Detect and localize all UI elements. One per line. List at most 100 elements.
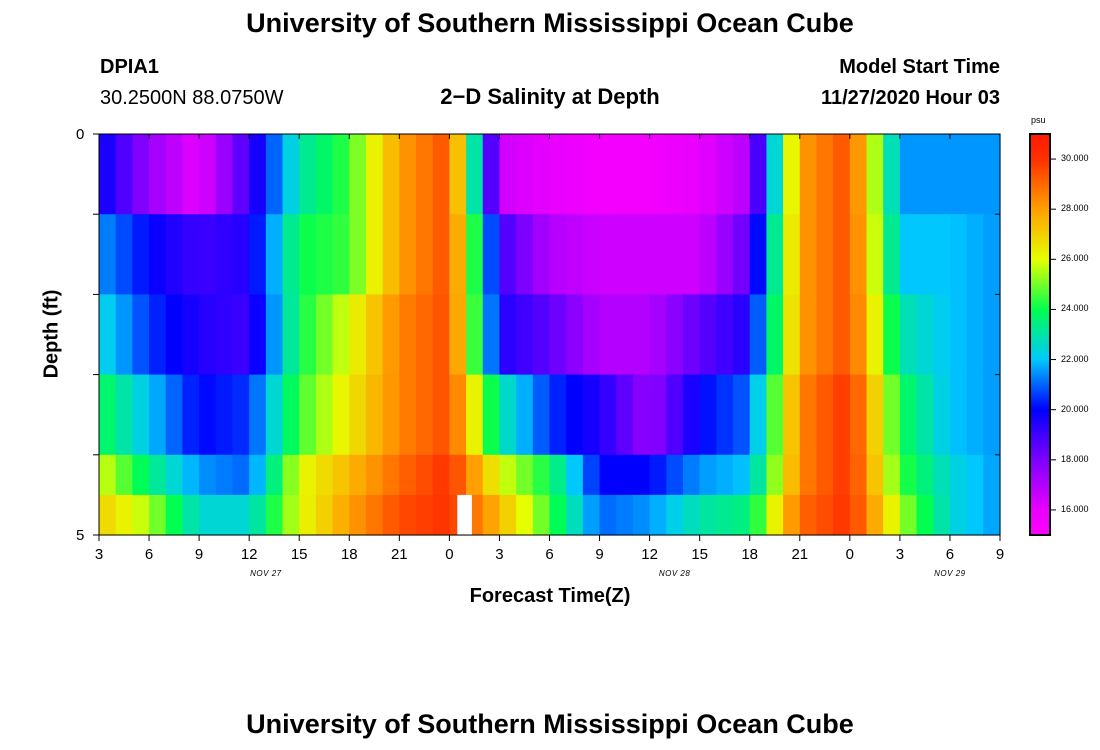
heatmap-cell: [883, 494, 901, 536]
heatmap-cell: [199, 494, 217, 536]
heatmap-cell: [215, 374, 234, 456]
x-tick-label: 6: [144, 546, 154, 563]
heatmap-cell: [182, 134, 200, 215]
heatmap-cell: [566, 374, 584, 456]
heatmap-cell: [249, 374, 267, 456]
heatmap-cell: [783, 134, 801, 215]
heatmap-cell: [549, 374, 567, 456]
heatmap-cell: [883, 454, 901, 496]
heatmap-cell: [215, 494, 234, 536]
heatmap-cell: [282, 214, 300, 295]
heatmap-cell: [582, 454, 601, 496]
heatmap-cell: [432, 134, 450, 215]
heatmap-cell: [849, 294, 868, 376]
heatmap-cell: [165, 454, 184, 496]
heatmap-cell: [933, 374, 951, 456]
heatmap-cell: [499, 134, 517, 215]
heatmap-cell: [232, 454, 250, 496]
heatmap-cell: [699, 374, 717, 456]
heatmap-cell: [833, 374, 851, 456]
heatmap-cell: [249, 214, 267, 295]
heatmap-cell: [499, 494, 517, 536]
heatmap-cell: [916, 134, 934, 215]
heatmap-cell: [282, 374, 300, 456]
heatmap-cell: [682, 454, 701, 496]
heatmap-cell: [132, 134, 150, 215]
heatmap-cell: [916, 454, 934, 496]
heatmap-cell: [733, 294, 751, 376]
heatmap-cell: [983, 494, 1001, 536]
heatmap-cell: [265, 374, 284, 456]
heatmap-cell: [649, 214, 667, 295]
heatmap-cell: [749, 294, 768, 376]
heatmap-cell: [599, 294, 617, 376]
heatmap-cell: [883, 294, 901, 376]
heatmap-cell: [516, 374, 534, 456]
x-tick-label: 9: [995, 546, 1005, 563]
heatmap-cell: [733, 214, 751, 295]
heatmap-cell: [432, 214, 450, 295]
heatmap-cell: [416, 374, 434, 456]
x-tick-label: 0: [445, 546, 454, 563]
heatmap-cell: [165, 134, 184, 215]
heatmap-cell: [282, 134, 300, 215]
heatmap-cell: [682, 134, 701, 215]
heatmap-cell: [666, 214, 684, 295]
heatmap-cell: [966, 454, 984, 496]
heatmap-cell: [449, 134, 467, 215]
missing-data-marks: [457, 494, 472, 535]
heatmap-cell: [315, 294, 334, 376]
x-axis-ticks: [98, 134, 1001, 541]
heatmap-cell: [115, 454, 133, 496]
heatmap-cell: [165, 494, 184, 536]
heatmap-cell: [432, 294, 450, 376]
heatmap-cell: [632, 494, 651, 536]
missing-data-cell: [457, 494, 472, 535]
heatmap-cell: [949, 294, 968, 376]
heatmap-cell: [866, 214, 884, 295]
heatmap-cell: [899, 494, 918, 536]
x-tick-label: 9: [595, 546, 604, 563]
heatmap-cell: [949, 494, 968, 536]
heatmap-cell: [749, 494, 768, 536]
heatmap-cell: [749, 134, 768, 215]
heatmap-cell: [332, 294, 350, 376]
x-tick-label: 21: [791, 546, 809, 563]
heatmap-cell: [716, 294, 734, 376]
x-axis-title: Forecast Time(Z): [469, 585, 631, 607]
heatmap-cell: [365, 374, 384, 456]
heatmap-cell: [382, 454, 400, 496]
heatmap-cell: [499, 294, 517, 376]
heatmap-cell: [883, 134, 901, 215]
heatmap-cell: [866, 294, 884, 376]
heatmap-cell: [833, 294, 851, 376]
heatmap-cell: [666, 294, 684, 376]
heatmap-cell: [299, 214, 317, 295]
heatmap-cell: [315, 454, 334, 496]
heatmap-cell: [182, 294, 200, 376]
heatmap-cell: [432, 494, 450, 536]
heatmap-cell: [132, 374, 150, 456]
heatmap-cell: [866, 494, 884, 536]
heatmap-cell: [799, 494, 818, 536]
x-tick-label: 12: [240, 546, 258, 563]
heatmap-cell: [332, 134, 350, 215]
heatmap-cell: [299, 494, 317, 536]
page-title-top: University of Southern Mississippi Ocean…: [246, 8, 854, 38]
heatmap-cell: [582, 374, 601, 456]
heatmap-cell: [816, 294, 834, 376]
heatmap-cell: [632, 214, 651, 295]
heatmap-cell: [466, 374, 484, 456]
heatmap-cell: [265, 214, 284, 295]
heatmap-cell: [249, 454, 267, 496]
heatmap-cell: [149, 214, 167, 295]
heatmap-cell: [949, 134, 968, 215]
colorbar-tick-label: 20.000: [1061, 403, 1089, 414]
heatmap-cell: [432, 454, 450, 496]
heatmap-cell: [249, 134, 267, 215]
heatmap-cell: [716, 494, 734, 536]
x-tick-label: 12: [641, 546, 658, 563]
heatmap-cell: [883, 214, 901, 295]
x-tick-label: 6: [945, 546, 955, 563]
heatmap-cell: [949, 454, 968, 496]
